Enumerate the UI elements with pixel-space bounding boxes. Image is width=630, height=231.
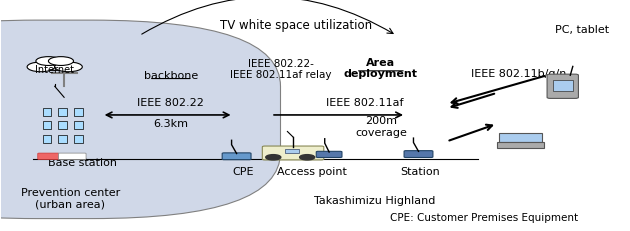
Text: Takashimizu Highland: Takashimizu Highland: [314, 195, 435, 205]
Text: TV white space utilization: TV white space utilization: [220, 19, 372, 32]
Circle shape: [49, 57, 74, 66]
FancyBboxPatch shape: [38, 153, 59, 160]
Text: IEEE 802.22-
IEEE 802.11af relay: IEEE 802.22- IEEE 802.11af relay: [230, 59, 331, 80]
Bar: [74, 109, 83, 117]
Bar: [497, 143, 544, 148]
Bar: [499, 134, 542, 142]
Text: Area
deployment: Area deployment: [344, 58, 418, 79]
Text: Internet: Internet: [35, 64, 74, 74]
Circle shape: [37, 59, 72, 71]
Text: Station: Station: [401, 167, 440, 176]
Bar: [74, 122, 83, 130]
Bar: [59, 109, 67, 117]
Bar: [285, 149, 299, 153]
Text: backbone: backbone: [144, 71, 198, 81]
Circle shape: [266, 155, 281, 160]
Text: Base station: Base station: [49, 158, 117, 168]
Circle shape: [300, 155, 315, 160]
FancyBboxPatch shape: [316, 152, 342, 158]
Text: 200m
coverage: 200m coverage: [355, 116, 407, 137]
FancyBboxPatch shape: [547, 75, 578, 99]
Text: IEEE 802.11b/g/n: IEEE 802.11b/g/n: [471, 69, 566, 79]
Text: PC, tablet: PC, tablet: [554, 25, 609, 35]
Text: 6.3km: 6.3km: [153, 118, 188, 128]
Text: IEEE 802.22: IEEE 802.22: [137, 97, 204, 107]
Bar: [59, 122, 67, 130]
Circle shape: [27, 63, 55, 72]
FancyBboxPatch shape: [222, 153, 251, 160]
Bar: [43, 109, 51, 117]
Text: IEEE 802.11af: IEEE 802.11af: [326, 97, 404, 107]
Bar: [74, 135, 83, 143]
Text: Prevention center
(urban area): Prevention center (urban area): [21, 187, 120, 209]
Circle shape: [36, 57, 61, 66]
FancyBboxPatch shape: [262, 146, 324, 160]
Text: CPE: Customer Premises Equipment: CPE: Customer Premises Equipment: [391, 213, 578, 222]
Bar: [43, 122, 51, 130]
Text: CPE: CPE: [232, 167, 254, 176]
Circle shape: [55, 63, 83, 72]
FancyBboxPatch shape: [404, 151, 433, 158]
FancyBboxPatch shape: [59, 153, 86, 160]
Bar: [43, 135, 51, 143]
FancyBboxPatch shape: [0, 21, 280, 219]
Bar: [59, 135, 67, 143]
Text: Access point: Access point: [277, 167, 346, 176]
Bar: [553, 80, 573, 91]
